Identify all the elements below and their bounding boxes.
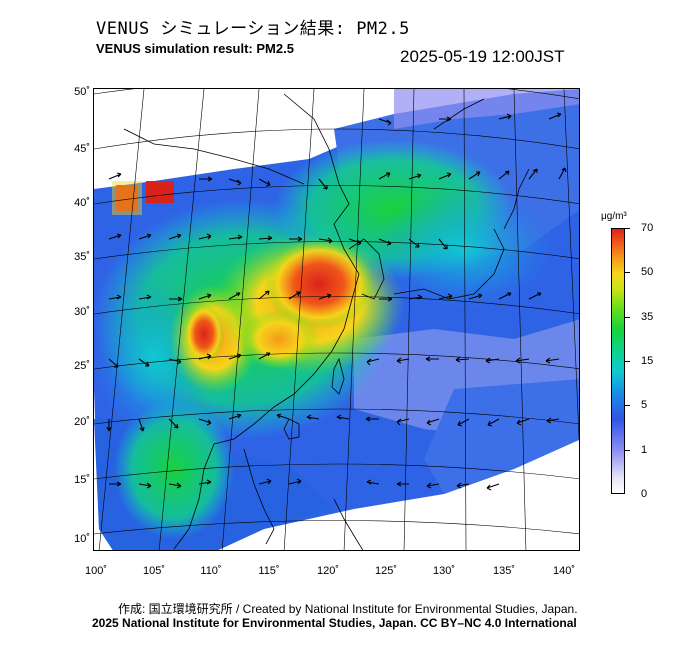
colorbar-label-70: 70 — [641, 222, 654, 234]
lon-label-105: 105˚ — [142, 565, 166, 577]
colorbar — [611, 228, 625, 494]
lat-label-40: 40˚ — [74, 197, 90, 209]
pm25-map — [93, 88, 580, 551]
lat-label-30: 30˚ — [74, 306, 90, 318]
lat-label-25: 25˚ — [74, 360, 90, 372]
wind-vectors — [106, 112, 567, 491]
colorbar-unit: μg/m³ — [601, 211, 627, 222]
lat-label-20: 20˚ — [74, 416, 90, 428]
graticule — [94, 89, 579, 550]
lon-label-135: 135˚ — [492, 565, 516, 577]
colorbar-tick — [625, 405, 630, 406]
lon-label-140: 140˚ — [552, 565, 576, 577]
page-title-en: VENUS simulation result: PM2.5 — [96, 41, 294, 56]
colorbar-tick — [625, 317, 630, 318]
lon-label-110: 110˚ — [200, 565, 222, 577]
colorbar-label-50: 50 — [641, 266, 654, 278]
colorbar-label-0: 0 — [641, 488, 648, 500]
colorbar-tick — [625, 450, 630, 451]
colorbar-label-15: 15 — [641, 355, 654, 367]
lat-label-10: 10˚ — [74, 533, 90, 545]
colorbar-label-35: 35 — [641, 311, 654, 323]
lat-label-15: 15˚ — [74, 474, 90, 486]
timestamp: 2025-05-19 12:00JST — [400, 47, 565, 66]
colorbar-tick — [625, 272, 630, 273]
lon-label-100: 100˚ — [84, 565, 108, 577]
colorbar-tick — [625, 228, 630, 229]
lon-label-120: 120˚ — [316, 565, 340, 577]
credit-text: 作成: 国立環境研究所 / Created by National Instit… — [118, 602, 578, 616]
colorbar-label-5: 5 — [641, 399, 648, 411]
pm25-concentration-field — [94, 139, 554, 539]
colorbar-tick — [625, 361, 630, 362]
lat-label-45: 45˚ — [74, 143, 90, 155]
colorbar-label-1: 1 — [641, 444, 648, 456]
lat-label-35: 35˚ — [74, 251, 90, 263]
lat-label-50: 50˚ — [74, 86, 90, 98]
coastlines — [123, 93, 530, 550]
lon-label-130: 130˚ — [432, 565, 456, 577]
page-title-jp: VENUS シミュレーション結果: PM2.5 — [96, 19, 410, 39]
lon-label-115: 115˚ — [258, 565, 280, 577]
lon-label-125: 125˚ — [374, 565, 398, 577]
copyright-text: 2025 National Institute for Environmenta… — [92, 616, 577, 630]
map-canvas — [94, 89, 579, 550]
